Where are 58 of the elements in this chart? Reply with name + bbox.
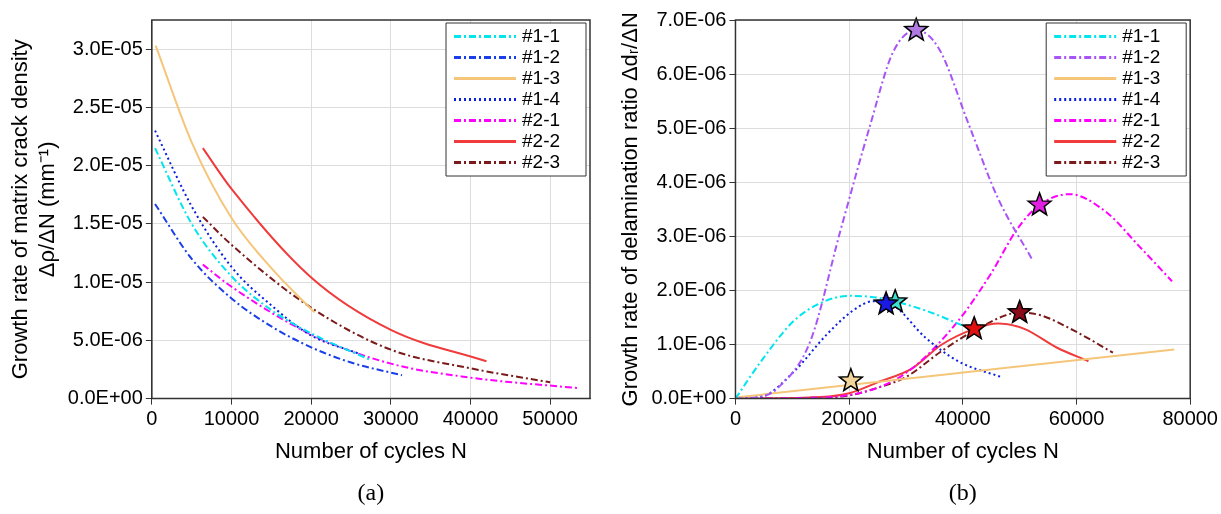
legend-label: #1-1 (522, 24, 561, 46)
line-series (735, 29, 1033, 399)
line-series (201, 263, 580, 390)
x-tick-label: 40000 (935, 407, 991, 430)
line-series (201, 147, 488, 363)
y-tick-label: 1.5E-05 (72, 211, 143, 234)
line-series (201, 215, 552, 384)
x-tick-label: 20000 (821, 407, 877, 430)
y-tick-label: 5.0E-06 (72, 327, 143, 350)
x-axis-title: Number of cycles N (866, 437, 1059, 463)
legend-label: #1-2 (1122, 45, 1161, 67)
legend-label: #1-2 (522, 45, 561, 67)
y-tick-label: 3.0E-05 (72, 36, 143, 59)
y-tick-label: 5.0E-06 (656, 115, 727, 138)
legend-label: #2-3 (1122, 150, 1161, 172)
y-tick-label: 2.0E-06 (656, 277, 727, 300)
y-tick-label: 7.0E-06 (656, 7, 727, 30)
y-tick-label: 0.0E+00 (67, 386, 143, 409)
point (838, 368, 864, 392)
point (873, 291, 899, 315)
x-tick-label: 80000 (1162, 407, 1218, 430)
x-tick-label: 60000 (1048, 407, 1105, 430)
text: (a) (357, 479, 385, 505)
x-tick-label: 50000 (522, 407, 578, 430)
point (904, 17, 929, 41)
line-series (154, 203, 403, 377)
legend-label: #1-1 (1122, 24, 1161, 46)
y-tick-label: 3.0E-06 (656, 223, 727, 246)
y-tick-label: 1.0E-06 (656, 332, 727, 355)
point (1027, 192, 1052, 216)
x-tick-label: 40000 (442, 407, 499, 430)
y-tick-label: 6.0E-06 (656, 61, 727, 84)
y-tick-label: 4.0E-06 (656, 169, 727, 192)
legend-label: #2-1 (522, 108, 561, 130)
x-tick-label: 10000 (203, 407, 260, 430)
x-tick-label: 30000 (363, 407, 419, 430)
line-series (154, 44, 316, 314)
legend-label: #1-3 (522, 66, 561, 88)
point (962, 316, 987, 340)
legend-label: #1-4 (1122, 87, 1161, 109)
y-tick-label: 0.0E+00 (651, 386, 727, 409)
legend-label: #1-4 (522, 87, 561, 109)
legend-label: #2-1 (1122, 108, 1161, 130)
y-tick-label: 2.0E-05 (72, 153, 143, 176)
x-tick-label: 0 (146, 407, 158, 430)
x-tick-label: 20000 (283, 407, 339, 430)
text: (b) (948, 479, 977, 505)
y-tick-label: 2.5E-05 (72, 94, 143, 117)
y-tick-label: 1.0E-05 (72, 269, 143, 292)
legend-label: #2-2 (1122, 129, 1161, 151)
y-axis-title: Growth rate of delamination ratio Δdᵣ/ΔN (617, 12, 643, 407)
x-tick-label: 0 (729, 407, 742, 430)
y-axis-title: Growth rate of matrix crack density Δρ/ΔN (mm⁻¹) (7, 39, 59, 380)
point (1007, 299, 1032, 324)
x-axis-title: Number of cycles N (274, 437, 467, 463)
legend-label: #1-3 (1122, 66, 1161, 88)
legend-label: #2-2 (522, 129, 561, 151)
legend-label: #2-3 (522, 150, 561, 172)
